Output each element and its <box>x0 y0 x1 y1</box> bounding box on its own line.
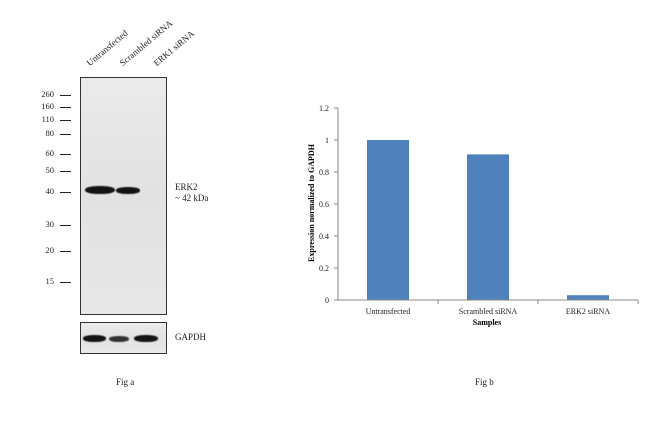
mw-label-160: 160 <box>41 101 54 111</box>
mw-label-20: 20 <box>45 245 55 255</box>
mw-label-60: 60 <box>45 148 55 158</box>
mw-label-260: 260 <box>41 89 54 99</box>
erk2-blot-membrane <box>80 77 167 315</box>
mw-tick <box>60 120 71 121</box>
bars <box>367 140 609 300</box>
y-tick-label: 0 <box>325 296 329 305</box>
mw-label-50: 50 <box>45 165 55 175</box>
gapdh-band-erk1-sirna <box>134 335 158 342</box>
gapdh-band-scrambled-sirna <box>109 336 129 342</box>
y-tick-label: 1 <box>325 136 329 145</box>
y-tick-label: 1.2 <box>319 104 329 113</box>
x-tick-label: Scrambled siRNA <box>459 307 518 316</box>
mw-tick <box>60 225 71 226</box>
gapdh-band-untransfected <box>83 335 106 342</box>
bar-untransfected <box>367 140 409 300</box>
y-tick-label: 0.6 <box>319 200 329 209</box>
mw-label-110: 110 <box>41 114 54 124</box>
mw-tick <box>60 282 71 283</box>
y-tick-label: 0.2 <box>319 264 329 273</box>
erk2-size-label: ~ 42 kDa <box>175 193 209 203</box>
erk2-band-untransfected <box>85 186 115 194</box>
mw-label-80: 80 <box>45 128 55 138</box>
mw-tick <box>60 192 71 193</box>
mw-tick <box>60 154 71 155</box>
gapdh-label: GAPDH <box>175 332 207 342</box>
x-axis: Untransfected Scrambled siRNA ERK2 siRNA <box>338 299 639 316</box>
y-tick-label: 0.8 <box>319 168 329 177</box>
gapdh-blot-membrane <box>80 322 167 354</box>
mw-tick <box>60 95 71 96</box>
erk2-band-scrambled-sirna <box>116 187 140 194</box>
fig-b-caption: Fig b <box>475 377 494 387</box>
mw-label-30: 30 <box>45 219 55 229</box>
y-axis: 0 0.2 0.4 0.6 0.8 1 1.2 <box>319 104 339 305</box>
x-tick-label: ERK2 siRNA <box>566 307 610 316</box>
y-axis-label: Expression normalized to GAPDH <box>307 143 316 262</box>
mw-tick <box>60 107 71 108</box>
mw-tick <box>60 251 71 252</box>
bar-erk2-sirna <box>567 295 609 300</box>
bar-scrambled-sirna <box>467 154 509 300</box>
mw-label-15: 15 <box>45 276 55 286</box>
y-tick-label: 0.4 <box>319 232 329 241</box>
mw-tick <box>60 171 71 172</box>
x-axis-label: Samples <box>473 318 501 327</box>
erk2-label: ERK2 <box>175 182 198 192</box>
fig-a-caption: Fig a <box>116 377 135 387</box>
mw-label-40: 40 <box>45 186 55 196</box>
x-tick-label: Untransfected <box>366 307 411 316</box>
mw-tick <box>60 134 71 135</box>
